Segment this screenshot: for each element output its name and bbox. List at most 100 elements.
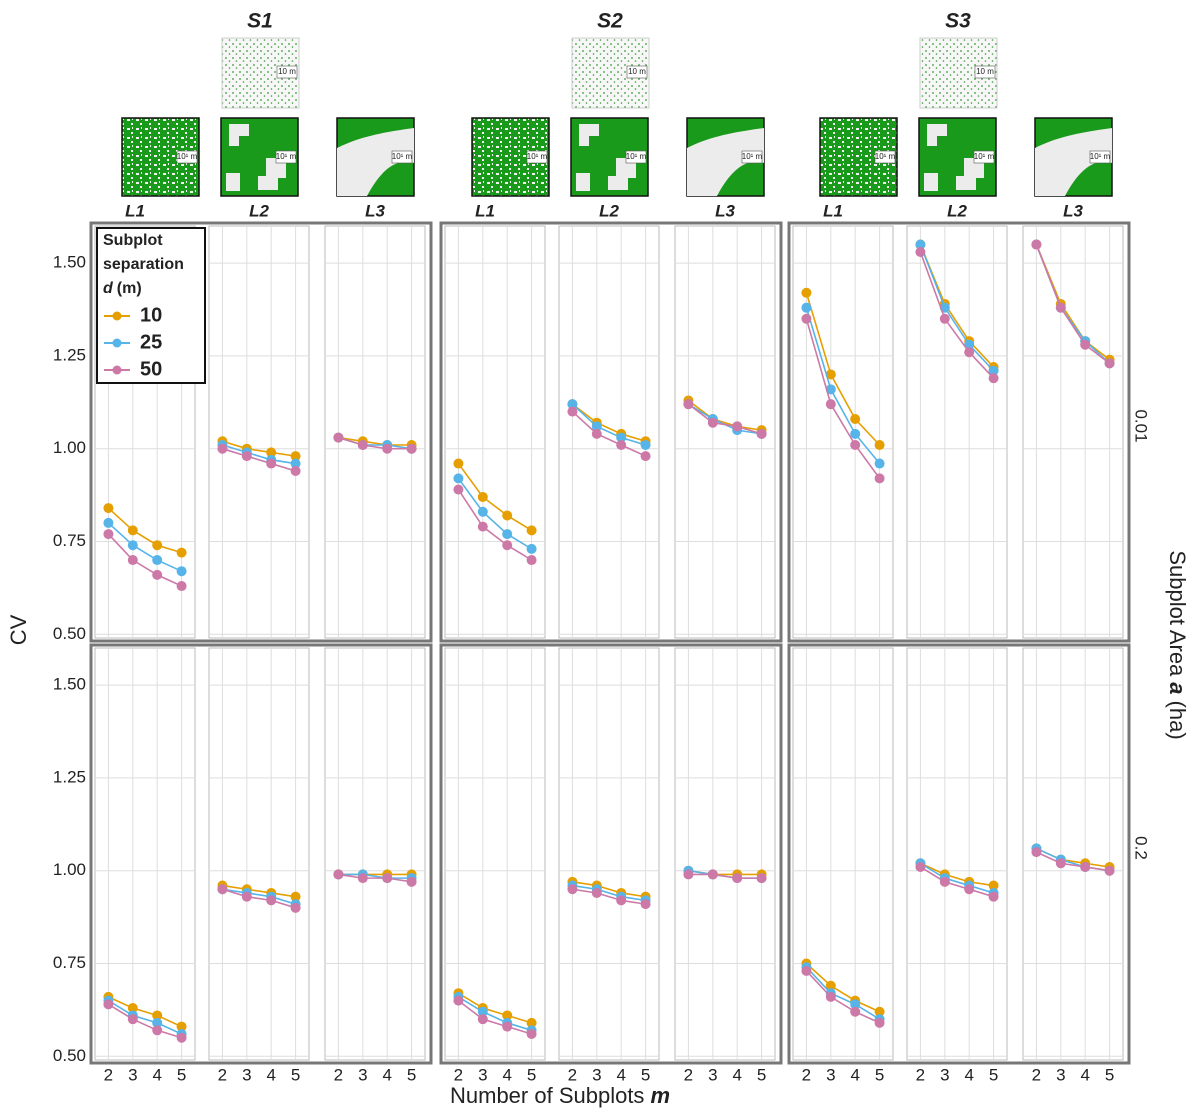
strip-label: L3 — [365, 201, 385, 220]
x-tick-label: 4 — [1080, 1065, 1089, 1084]
y-tick-label: 1.25 — [53, 345, 86, 364]
panel — [907, 226, 1007, 638]
strip-label: L1 — [823, 201, 843, 220]
data-point — [358, 440, 368, 450]
x-tick-label: 5 — [291, 1065, 300, 1084]
x-tick-label: 5 — [757, 1065, 766, 1084]
data-point — [1056, 303, 1066, 313]
x-tick-label: 4 — [152, 1065, 161, 1084]
data-point — [1105, 866, 1115, 876]
facet-title-symbol: a — [1165, 682, 1190, 694]
data-point — [453, 996, 463, 1006]
data-point — [177, 1033, 187, 1043]
data-point — [291, 903, 301, 913]
data-point — [407, 444, 417, 454]
data-point — [502, 540, 512, 550]
x-tick-label: 2 — [568, 1065, 577, 1084]
data-point — [527, 555, 537, 565]
data-point — [826, 992, 836, 1002]
x-tick-label: 3 — [242, 1065, 251, 1084]
panel — [793, 226, 893, 638]
data-point — [964, 347, 974, 357]
panel — [559, 648, 659, 1060]
scale-label: 10¹ m — [742, 152, 763, 161]
x-tick-label: 5 — [527, 1065, 536, 1084]
data-point — [732, 421, 742, 431]
scale-label: 10¹ m — [626, 152, 647, 161]
scale-label: 10¹ m — [276, 152, 297, 161]
data-point — [242, 892, 252, 902]
data-point — [757, 429, 767, 439]
y-tick-label: 1.50 — [53, 253, 86, 272]
data-point — [1080, 340, 1090, 350]
data-point — [453, 459, 463, 469]
data-point — [291, 466, 301, 476]
legend-title: separation — [103, 256, 184, 273]
x-tick-label: 4 — [382, 1065, 391, 1084]
data-point — [128, 555, 138, 565]
scale-label: 10 m — [278, 67, 296, 76]
data-point — [177, 581, 187, 591]
legend-label: 50 — [140, 358, 162, 380]
data-point — [616, 440, 626, 450]
data-point — [989, 892, 999, 902]
data-point — [964, 884, 974, 894]
data-point — [128, 525, 138, 535]
data-point — [826, 399, 836, 409]
scale-label: 10¹ m — [1090, 152, 1111, 161]
data-point — [502, 1022, 512, 1032]
scale-label: 10¹ m — [974, 152, 995, 161]
facet-title: Subplot Areaa(ha) — [1165, 550, 1190, 739]
panel — [325, 648, 425, 1060]
data-point — [527, 1029, 537, 1039]
chart: S110 m10¹ m10¹ m10¹ mS210 m10¹ m10¹ m10¹… — [0, 0, 1194, 1111]
y-tick-label: 0.50 — [53, 1046, 86, 1065]
data-point — [527, 525, 537, 535]
data-point — [875, 1018, 885, 1028]
x-tick-label: 3 — [708, 1065, 717, 1084]
data-point — [989, 373, 999, 383]
data-point — [940, 314, 950, 324]
data-point — [152, 540, 162, 550]
strip-label: L3 — [1063, 201, 1083, 220]
scale-label: 10 m — [976, 67, 994, 76]
data-point — [757, 873, 767, 883]
x-tick-label: 5 — [407, 1065, 416, 1084]
panel — [325, 226, 425, 638]
data-point — [152, 555, 162, 565]
data-point — [915, 862, 925, 872]
strip-label: L2 — [249, 201, 269, 220]
legend-unit: (m) — [117, 280, 142, 297]
x-tick-label: 2 — [454, 1065, 463, 1084]
x-tick-label: 4 — [266, 1065, 275, 1084]
panel — [1023, 226, 1123, 638]
data-point — [641, 440, 651, 450]
y-axis-title: CV — [6, 614, 31, 645]
data-point — [478, 492, 488, 502]
legend-label: 10 — [140, 304, 162, 326]
legend-title: Subplot — [103, 232, 163, 249]
y-tick-label: 1.25 — [53, 767, 86, 786]
group-title: S1 — [247, 10, 273, 33]
x-tick-label: 2 — [916, 1065, 925, 1084]
data-point — [850, 440, 860, 450]
x-tick-label: 4 — [732, 1065, 741, 1084]
scale-label: 10 m — [628, 67, 646, 76]
data-point — [683, 399, 693, 409]
legend-marker — [113, 339, 122, 348]
x-tick-label: 2 — [334, 1065, 343, 1084]
x-tick-label: 4 — [616, 1065, 625, 1084]
x-tick-label: 2 — [104, 1065, 113, 1084]
y-tick-label: 1.00 — [53, 860, 86, 879]
data-point — [453, 485, 463, 495]
data-point — [358, 873, 368, 883]
strip-label: L1 — [125, 201, 145, 220]
x-axis-title-symbol: m — [650, 1083, 670, 1108]
x-tick-label: 5 — [177, 1065, 186, 1084]
legend-label: 25 — [140, 331, 162, 353]
x-tick-label: 5 — [641, 1065, 650, 1084]
data-point — [103, 518, 113, 528]
data-point — [407, 877, 417, 887]
data-point — [152, 1025, 162, 1035]
